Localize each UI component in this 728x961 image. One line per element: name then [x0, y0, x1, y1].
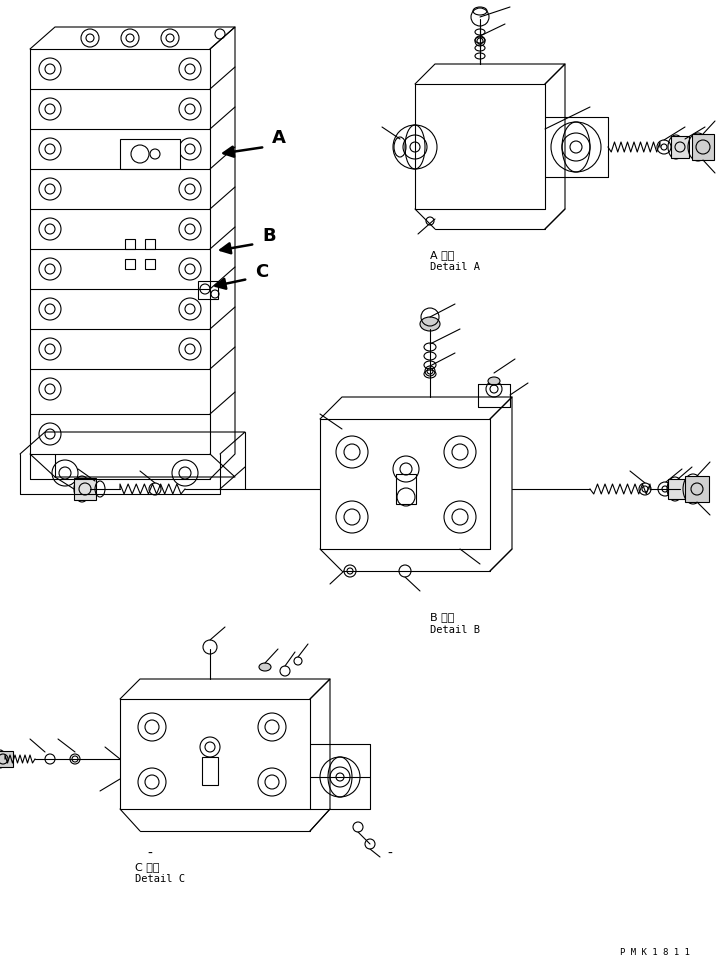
Ellipse shape — [488, 378, 500, 385]
Text: Detail B: Detail B — [430, 625, 480, 634]
Text: C 詳細: C 詳細 — [135, 861, 159, 871]
Bar — [668, 480, 686, 500]
Bar — [685, 477, 709, 503]
Text: B 詳細: B 詳細 — [430, 611, 454, 622]
Bar — [125, 239, 135, 250]
Text: A: A — [272, 129, 286, 147]
Text: Detail A: Detail A — [430, 261, 480, 272]
Bar — [145, 239, 155, 250]
Text: C: C — [255, 262, 268, 281]
Bar — [0, 752, 13, 767]
Text: B: B — [262, 227, 276, 245]
Text: Detail C: Detail C — [135, 874, 185, 883]
Bar — [125, 259, 135, 270]
Bar — [74, 479, 96, 501]
Text: A 詳細: A 詳細 — [430, 250, 454, 259]
Bar — [120, 140, 180, 170]
Bar — [396, 475, 416, 505]
Bar — [145, 259, 155, 270]
Ellipse shape — [259, 663, 271, 672]
Ellipse shape — [420, 318, 440, 332]
Text: -: - — [148, 846, 152, 860]
Bar — [692, 135, 714, 160]
Bar — [198, 282, 218, 300]
Bar — [671, 136, 689, 159]
Text: -: - — [387, 846, 392, 860]
Bar — [202, 757, 218, 785]
Text: P M K 1 8 1 1: P M K 1 8 1 1 — [620, 947, 690, 956]
